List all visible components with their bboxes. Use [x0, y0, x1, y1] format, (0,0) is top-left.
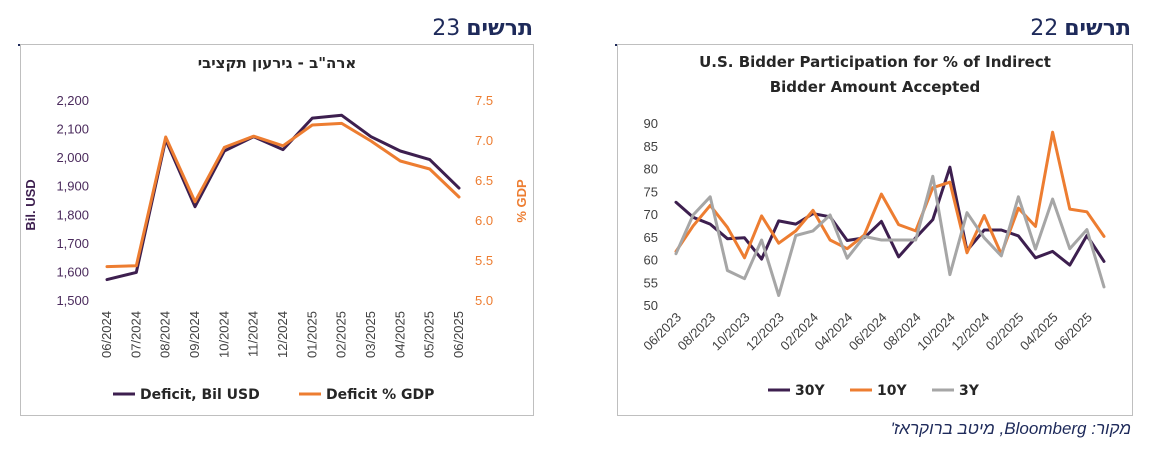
x-tick-label: 06/2024	[99, 311, 114, 358]
legend-label: 10Y	[877, 383, 907, 399]
series-line-left	[105, 113, 461, 282]
y-right-tick-label: 7.0	[475, 133, 493, 148]
x-tick-label: 09/2024	[187, 311, 202, 358]
y-tick-label: 60	[644, 253, 658, 268]
y-tick-label: 80	[644, 162, 658, 177]
y-left-tick-label: 1,600	[56, 264, 89, 279]
x-tick-label: 06/2025	[1051, 310, 1095, 354]
figure-word: תרשים	[466, 16, 533, 41]
x-tick-label: 04/2025	[392, 311, 407, 358]
y-left-axis-label: Bil. USD	[23, 179, 38, 230]
source-note: מקור: Bloomberg, מיטב ברוקראז'	[890, 419, 1131, 438]
y-left-tick-label: 2,100	[56, 122, 89, 137]
x-tick-label: 10/2024	[216, 311, 231, 358]
figure-number: 22	[1030, 16, 1059, 41]
budget-deficit-svg: ארה"ב - גירעון תקציבי 1,500 1,600 1,700 1,80…	[23, 54, 529, 403]
figure-23-header: תרשים23	[18, 14, 533, 46]
x-tick-label: 08/2024	[158, 311, 173, 358]
figure-22-header: תרשים22	[615, 14, 1131, 46]
y-right-tick-label: 6.0	[475, 213, 493, 228]
y-tick-label: 55	[644, 275, 658, 290]
figure-number: 23	[432, 16, 461, 41]
chart-title: U.S. Bidder Participation for % of Indir…	[699, 53, 1051, 71]
y-left-tick-label: 1,500	[56, 293, 89, 308]
y-left-tick-label: 2,200	[56, 93, 89, 108]
y-left-tick-label: 1,900	[56, 179, 89, 194]
y-right-tick-label: 5.0	[475, 293, 493, 308]
legend-label: Deficit, Bil USD	[140, 387, 260, 403]
series-line-10Y	[674, 130, 1106, 260]
x-tick-label: 02/2025	[334, 311, 349, 358]
x-tick-label: 12/2024	[275, 311, 290, 358]
budget-deficit-chart: ארה"ב - גירעון תקציבי 1,500 1,600 1,700 1,80…	[20, 44, 534, 416]
y-left-tick-label: 1,700	[56, 236, 89, 251]
chart-title: Bidder Amount Accepted	[770, 78, 981, 96]
legend-label: Deficit % GDP	[326, 387, 434, 403]
bidder-participation-chart: U.S. Bidder Participation for % of Indir…	[617, 44, 1133, 416]
y-right-tick-label: 6.5	[475, 173, 493, 188]
y-right-tick-label: 5.5	[475, 253, 493, 268]
y-right-axis-label: % GDP	[514, 179, 529, 223]
y-left-tick-label: 1,800	[56, 207, 89, 222]
x-tick-label: 07/2024	[128, 311, 143, 358]
bidder-participation-svg: U.S. Bidder Participation for % of Indir…	[640, 53, 1106, 399]
x-tick-label: 05/2025	[422, 311, 437, 358]
y-tick-label: 85	[644, 139, 658, 154]
x-tick-label: 03/2025	[363, 311, 378, 358]
y-tick-label: 65	[644, 230, 658, 245]
x-tick-label: 01/2025	[304, 311, 319, 358]
legend-label: 3Y	[959, 383, 980, 399]
series-line-right	[105, 121, 461, 269]
y-tick-label: 50	[644, 298, 658, 313]
x-tick-label: 11/2024	[246, 311, 261, 357]
y-tick-label: 70	[644, 207, 658, 222]
series-line-3Y	[674, 174, 1106, 297]
y-right-tick-label: 7.5	[475, 93, 493, 108]
figure-word: תרשים	[1064, 16, 1131, 41]
y-left-tick-label: 2,000	[56, 150, 89, 165]
y-tick-label: 75	[644, 184, 658, 199]
chart-title: ארה"ב - גירעון תקציבי	[198, 54, 357, 72]
x-tick-label: 06/2025	[451, 311, 466, 358]
y-tick-label: 90	[644, 116, 658, 131]
legend-label: 30Y	[795, 383, 825, 399]
